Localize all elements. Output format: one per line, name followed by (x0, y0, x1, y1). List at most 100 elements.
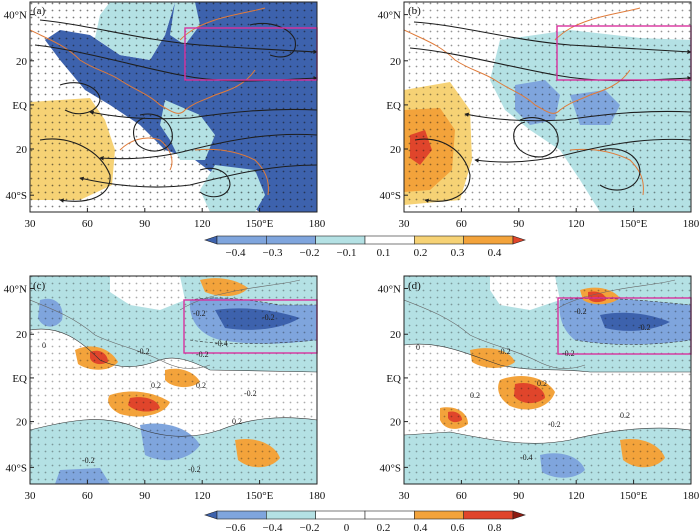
panel-c-contour-labels: -0.2 -0.2 -0.2 -0.4 -0.2 0.2 0.2 0.2 -0.… (42, 309, 275, 474)
contour-label: -0.4 (215, 339, 228, 348)
contour-label: 0.2 (620, 411, 630, 420)
colorbar-cell (512, 235, 526, 245)
lon-tick-label: 30 (25, 218, 37, 230)
contour-label: -0.2 (574, 307, 587, 316)
colorbar-label: −0.2 (300, 247, 320, 259)
panel-c: -0.2 -0.2 -0.2 -0.4 -0.2 0.2 0.2 0.2 -0.… (29, 275, 318, 485)
colorbar-label: −0.4 (226, 247, 246, 259)
contour-label: -0.2 (193, 309, 206, 318)
contour-label: -0.2 (196, 350, 209, 359)
lat-tick-label: 20 (16, 56, 28, 68)
colorbar-label: 0.3 (451, 247, 465, 259)
colorbar-cell (315, 510, 366, 520)
panel-a-shading (30, 2, 317, 212)
lon-tick-label: 60 (82, 218, 94, 230)
lon-tick-label: 120 (568, 218, 585, 230)
colorbar-label: 0.2 (414, 247, 428, 259)
panel-c-label: (c) (33, 280, 46, 292)
panel-a: (a) (29, 1, 318, 213)
lon-tick-label: 30 (399, 490, 411, 502)
panel-b-shading (404, 2, 691, 212)
lon-tick-label: 120 (194, 490, 211, 502)
lat-tick-label: 20 (16, 329, 28, 341)
panel-d-label: (d) (408, 280, 421, 292)
colorbar-label: −0.1 (337, 247, 357, 259)
lat-tick-label: 40°S (379, 190, 401, 202)
contour-label: -0.2 (188, 465, 201, 474)
lat-tick-label: 40°S (379, 462, 401, 474)
panel-d-land (404, 279, 676, 369)
colorbar-cell (266, 510, 316, 520)
panel-c-frame (29, 275, 318, 485)
lon-tick-label: 180 (309, 218, 326, 230)
contour-label: -0.2 (137, 347, 150, 356)
lon-tick-label: 90 (513, 218, 525, 230)
colorbar-label: −0.3 (263, 247, 283, 259)
panel-c-shading (30, 276, 317, 484)
colorbar-cell (414, 510, 464, 520)
colorbar-label: −0.2 (300, 522, 320, 532)
contour-label: -0.2 (562, 349, 575, 358)
panel-a-label: (a) (33, 5, 46, 17)
lat-tick-label: 20 (16, 144, 28, 156)
panel-a-frame (29, 1, 318, 213)
lon-tick-label: 150°E (246, 490, 274, 502)
colorbar-label: 0.4 (414, 522, 428, 532)
panel-d-contours (404, 298, 691, 444)
lon-tick-label: 120 (568, 490, 585, 502)
lon-tick-label: 120 (194, 218, 211, 230)
lat-tick-label: 20 (390, 56, 402, 68)
panel-b: (b) (403, 1, 692, 213)
axis-labels: 40°N 20 EQ 20 40°S 30 60 90 120 150°E 180 40°N 20 EQ 2… (4, 10, 700, 502)
lon-tick-label: 150°E (246, 218, 274, 230)
colorbar-label: 0.4 (488, 247, 502, 259)
colorbar-cell (216, 510, 267, 520)
contour-label: -0.2 (638, 323, 651, 332)
lon-tick-label: 30 (25, 490, 37, 502)
lon-tick-label: 180 (309, 490, 326, 502)
lat-tick-label: EQ (386, 100, 401, 112)
colorbar-bottom: −0.6 −0.4 −0.2 0 0.2 0.4 0.6 0.8 (204, 510, 526, 532)
lat-tick-label: 40°N (4, 10, 27, 22)
colorbar-label: 0.8 (488, 522, 502, 532)
colorbar-cell (266, 235, 316, 245)
lat-tick-label: 20 (16, 417, 28, 429)
colorbar-cell (204, 235, 218, 245)
colorbar-label: −0.4 (263, 522, 283, 532)
lat-tick-label: EQ (12, 373, 27, 385)
colorbar-cell (463, 235, 514, 245)
colorbar-cell (315, 235, 366, 245)
colorbar-label: −0.6 (226, 522, 246, 532)
lat-tick-label: 40°N (378, 283, 401, 295)
colorbar-label: 0 (344, 522, 350, 532)
colorbar-cell (216, 235, 267, 245)
contour-label: 0.2 (470, 391, 480, 400)
contour-label: 0.2 (151, 381, 161, 390)
lat-tick-label: 40°S (5, 462, 27, 474)
lat-tick-label: 20 (390, 417, 402, 429)
colorbar-cell (364, 510, 415, 520)
lon-tick-label: 150°E (620, 490, 648, 502)
colorbar-label: 0.6 (451, 522, 465, 532)
contour-label: -0.2 (244, 389, 257, 398)
colorbar-label: 0.2 (377, 522, 391, 532)
lon-tick-label: 60 (456, 218, 468, 230)
contour-label: -0.2 (262, 313, 275, 322)
lat-tick-label: 40°N (4, 283, 27, 295)
lat-tick-label: 40°S (5, 190, 27, 202)
lon-tick-label: 90 (139, 218, 151, 230)
lat-tick-label: EQ (12, 100, 27, 112)
colorbar-cell (204, 510, 218, 520)
contour-label: 0.2 (232, 417, 242, 426)
panel-c-land (30, 279, 301, 369)
colorbar-cell (414, 235, 464, 245)
colorbar-top: −0.4 −0.3 −0.2 −0.1 0.1 0.2 0.3 0.4 (204, 235, 526, 259)
lat-tick-label: EQ (386, 373, 401, 385)
panel-c-contours (30, 297, 317, 437)
panel-d: -0.2 -0.2 -0.2 -0.2 -0.2 0.2 0.2 -0.4 0.… (403, 275, 692, 485)
contour-label: -0.4 (520, 453, 533, 462)
panel-b-label: (b) (408, 5, 421, 17)
panel-b-frame (403, 1, 692, 213)
lon-tick-label: 30 (399, 218, 411, 230)
